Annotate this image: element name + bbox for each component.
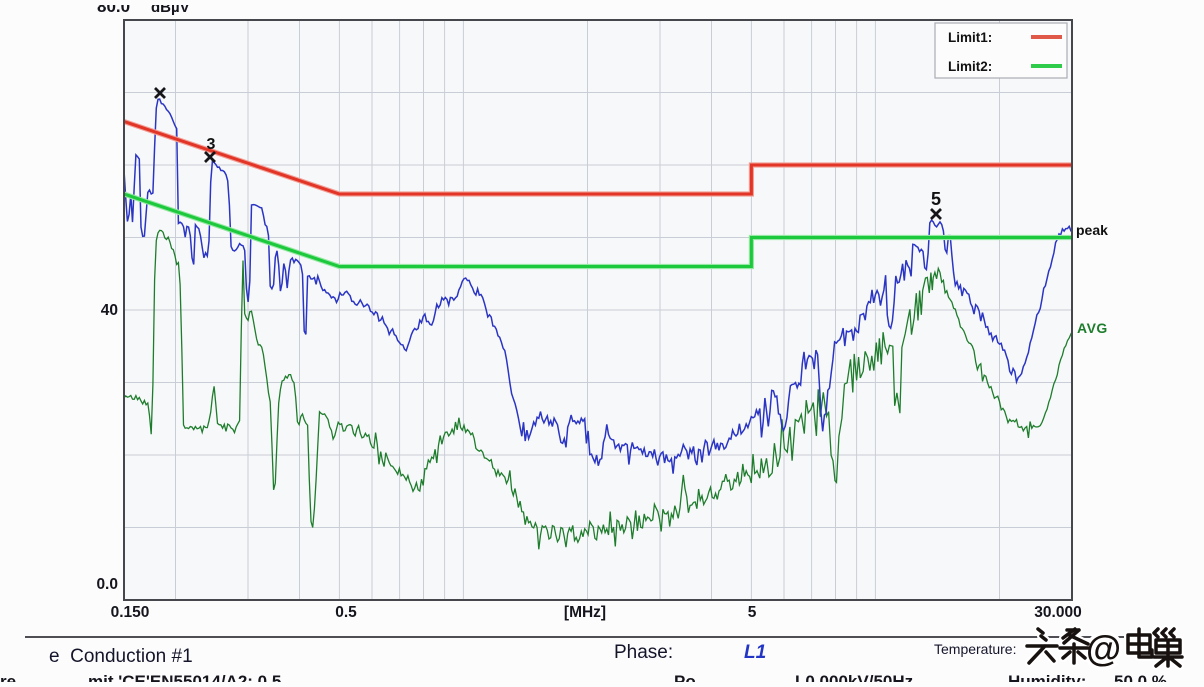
- svg-text:@: @: [1086, 628, 1121, 669]
- svg-text:peak: peak: [1076, 222, 1108, 238]
- svg-text:3: 3: [207, 136, 216, 153]
- svg-text:[MHz]: [MHz]: [564, 604, 606, 621]
- svg-text:Limit1:: Limit1:: [948, 30, 992, 45]
- svg-text:Humidity:: Humidity:: [1008, 672, 1086, 682]
- svg-text:L1: L1: [744, 642, 766, 663]
- svg-text:5: 5: [931, 189, 941, 209]
- svg-text:0.5: 0.5: [335, 604, 357, 621]
- svg-text:re: re: [0, 672, 16, 682]
- svg-text:L0.000kV/50Hz: L0.000kV/50Hz: [795, 672, 913, 682]
- svg-text:30.000: 30.000: [1034, 604, 1081, 621]
- svg-text:0.0: 0.0: [96, 576, 118, 593]
- svg-text:mit 'CE'EN55014/A2: 0.5: mit 'CE'EN55014/A2: 0.5: [88, 672, 281, 682]
- svg-text:0.150: 0.150: [111, 604, 150, 621]
- svg-text:40: 40: [101, 302, 118, 319]
- svg-text:Temperature:: Temperature:: [934, 641, 1016, 657]
- svg-text:Limit2:: Limit2:: [948, 59, 992, 74]
- svg-text:50.0 %: 50.0 %: [1114, 672, 1167, 682]
- svg-text:e Conduction #1: e Conduction #1: [49, 646, 193, 667]
- svg-text:5: 5: [748, 604, 757, 621]
- svg-text:Phase:: Phase:: [614, 642, 673, 663]
- svg-text:Po: Po: [674, 672, 696, 682]
- svg-text:AVG: AVG: [1077, 320, 1108, 336]
